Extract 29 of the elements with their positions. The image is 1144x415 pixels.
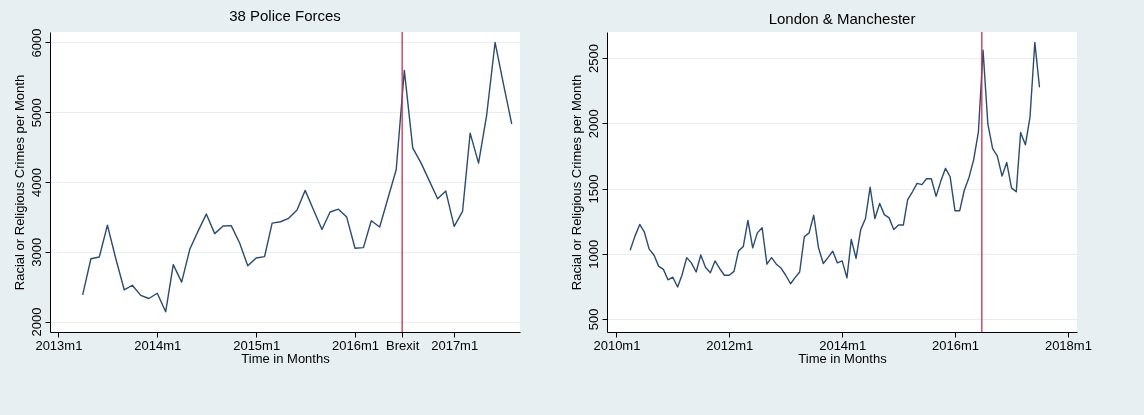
x-tick-label: 2016m1 [931,337,979,353]
x-tick-label: 2013m1 [35,337,83,353]
y-axis-title: Racial or Religious Crimes per Month [11,74,27,291]
y-tick-label: 500 [585,308,601,331]
x-tick-label: 2015m1 [233,337,281,353]
y-tick-label: 1500 [585,174,601,204]
y-axis-title: Racial or Religious Crimes per Month [568,74,584,291]
y-tick-label: 5000 [28,98,44,128]
y-tick-label: 2000 [585,109,601,139]
y-tick-label: 3000 [28,237,44,267]
x-tick-label: 2014m1 [819,337,867,353]
y-tick-label: 2000 [28,307,44,337]
x-tick-label: Brexit [386,337,420,353]
x-tick-label: 2014m1 [134,337,182,353]
y-tick-label: 6000 [28,28,44,58]
y-tick-label: 4000 [28,168,44,197]
y-tick-label: 1000 [585,239,601,269]
x-tick-label: 2018m1 [1044,337,1092,353]
chart-title: 38 Police Forces [229,7,341,25]
x-axis-title: Time in Months [798,350,888,366]
x-tick-label: 2012m1 [706,337,754,353]
y-tick-label: 2500 [585,44,601,74]
x-tick-label: 2016m1 [332,337,380,353]
x-tick-label: 2017m1 [431,337,479,353]
x-axis-title: Time in Months [241,350,331,366]
x-tick-label: 2010m1 [593,337,641,353]
line-series [82,41,513,313]
line-series [629,41,1041,288]
chart-title: London & Manchester [768,10,916,28]
